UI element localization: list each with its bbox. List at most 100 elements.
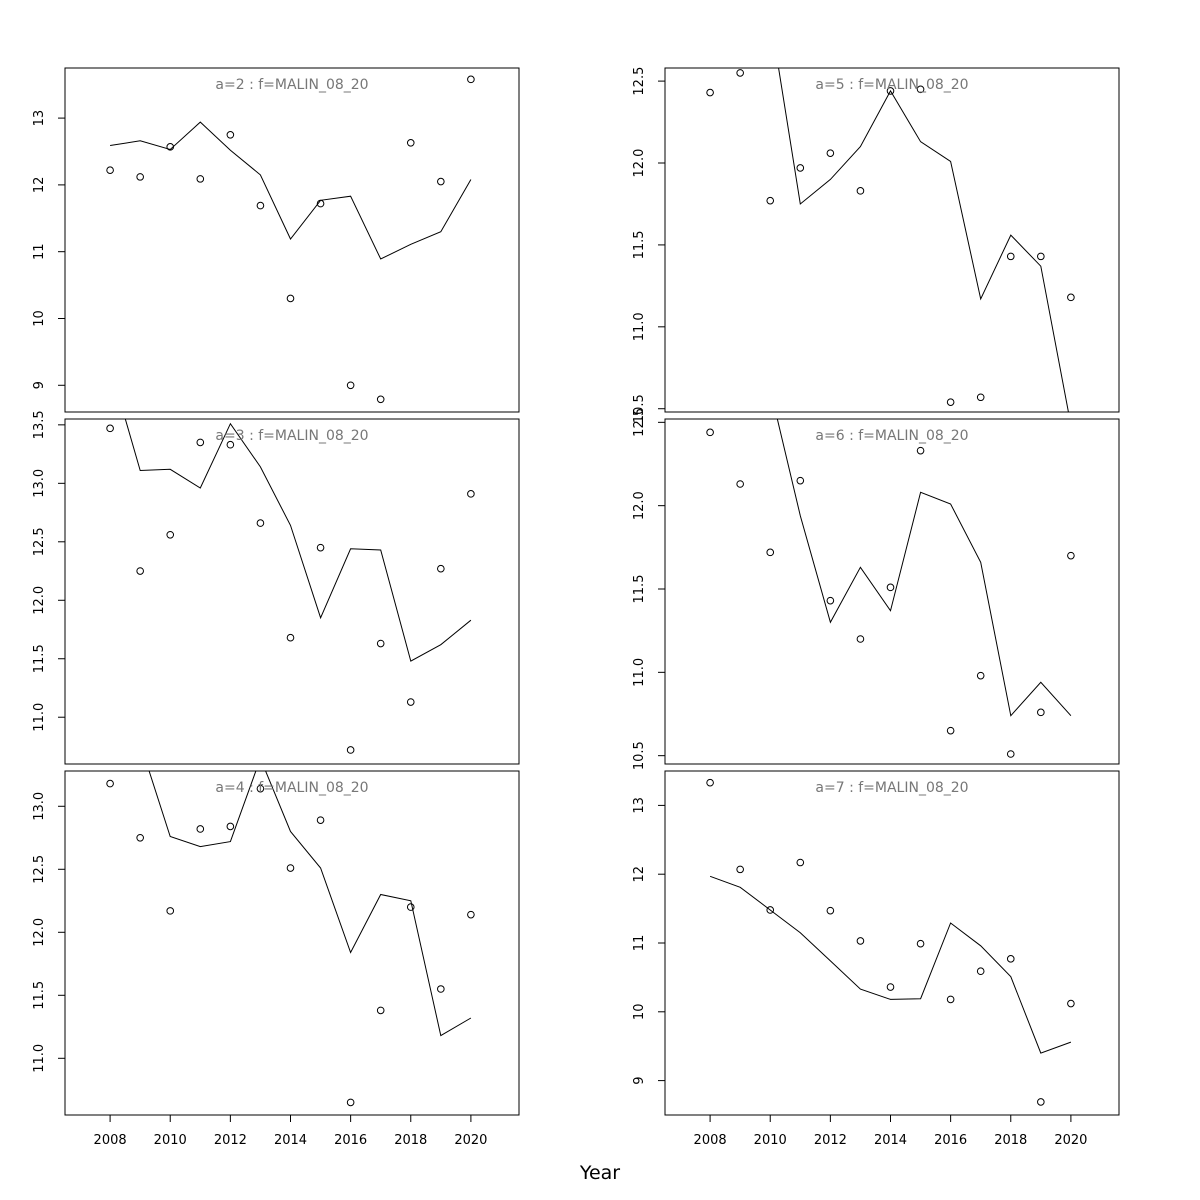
plot-frame xyxy=(64,418,520,765)
observed-point xyxy=(196,438,205,447)
panel-2: 10.5 11.0 11.5 12.0 12.5 a=5 : f=MALIN_08_20 xyxy=(632,67,1120,423)
y-tick-label: 12.5 xyxy=(632,408,647,437)
observed-point xyxy=(437,177,445,186)
observed-point xyxy=(856,635,865,643)
y-tick-label: 11.5 xyxy=(632,230,647,259)
observed-point xyxy=(766,906,775,914)
fitted-line xyxy=(776,419,1072,717)
observed-point xyxy=(1037,708,1045,717)
x-tick-label: 2012 xyxy=(214,1133,247,1148)
y-tick-label: 12.0 xyxy=(32,586,47,615)
panel-title: a=6 : f=MALIN_08_20 xyxy=(815,428,968,444)
observed-point xyxy=(136,833,144,842)
observed-point xyxy=(166,530,175,539)
y-tick-label: 11.0 xyxy=(32,1044,47,1073)
y-tick-label: 10.5 xyxy=(632,394,647,423)
panel-5: 11.0 11.5 12.0 12.5 13.0 2008 2010 2012 2014 2016… xyxy=(32,770,520,1148)
observed-point xyxy=(286,864,295,872)
panel-4: 10.5 11.0 11.5 12.0 12.5 a=6 : f=MALIN_08_20 xyxy=(632,408,1120,770)
plot-frame xyxy=(664,67,1120,413)
observed-point xyxy=(467,910,475,919)
x-tick-label: 2018 xyxy=(394,1133,427,1148)
observed-point xyxy=(886,583,895,592)
observed-point xyxy=(256,201,265,210)
observed-point xyxy=(346,1098,355,1107)
observed-point xyxy=(286,294,295,303)
y-tick-label: 12.5 xyxy=(632,67,647,96)
observed-point xyxy=(946,398,955,406)
fitted-line xyxy=(709,875,1072,1054)
x-tick-label: 2008 xyxy=(94,1133,127,1148)
observed-point xyxy=(376,639,385,648)
y-tick-label: 11.0 xyxy=(32,703,47,732)
observed-point xyxy=(796,164,805,172)
observed-point xyxy=(166,143,175,151)
panel-title: a=2 : f=MALIN_08_20 xyxy=(215,77,368,93)
panel-1: 9 10 11 12 13 a=2 : f=MALIN_08_20 xyxy=(32,67,520,413)
observed-point xyxy=(856,187,865,195)
observed-point xyxy=(346,381,355,390)
fitted-line xyxy=(124,419,472,662)
plot-frame xyxy=(664,770,1120,1116)
y-tick-label: 10 xyxy=(32,310,47,327)
panel-title: a=7 : f=MALIN_08_20 xyxy=(815,780,968,796)
y-tick-label: 13.0 xyxy=(32,469,47,498)
y-tick-label: 9 xyxy=(632,1076,647,1084)
observed-point xyxy=(106,424,114,433)
observed-point xyxy=(1067,293,1075,302)
observed-point xyxy=(1006,955,1015,963)
x-tick-label: 2014 xyxy=(874,1133,907,1148)
observed-point xyxy=(406,139,415,147)
plot-frame xyxy=(64,67,520,413)
observed-point xyxy=(226,440,235,449)
x-tick-label: 2016 xyxy=(334,1133,367,1148)
x-tick-label: 2010 xyxy=(154,1133,187,1148)
panel-6: 9 10 11 12 13 2008 2010 2012 2014 2016 2018 2020 a=7… xyxy=(632,770,1120,1148)
observed-point xyxy=(706,428,714,437)
observed-point xyxy=(826,906,835,915)
observed-point xyxy=(946,726,955,735)
observed-point xyxy=(406,698,415,706)
x-tick-label: 2010 xyxy=(754,1133,787,1148)
x-tick-label: 2018 xyxy=(994,1133,1027,1148)
observed-point xyxy=(706,778,714,787)
observed-point xyxy=(796,858,805,867)
plot-frame xyxy=(664,418,1120,765)
observed-point xyxy=(736,480,744,488)
x-tick-label: 2016 xyxy=(934,1133,967,1148)
observed-point xyxy=(736,69,744,77)
y-tick-label: 12.0 xyxy=(632,491,647,520)
observed-point xyxy=(916,85,925,94)
x-axis-label: Year xyxy=(579,1162,620,1184)
y-tick-label: 12 xyxy=(632,866,647,883)
observed-point xyxy=(886,983,895,991)
observed-point xyxy=(166,907,175,915)
observed-point xyxy=(316,543,325,552)
observed-point xyxy=(976,393,985,402)
panel-3: 11.0 11.5 12.0 12.5 13.0 13.5 a=3 : f=MALIN_08… xyxy=(32,410,520,765)
y-tick-label: 11 xyxy=(632,935,647,952)
y-tick-label: 11.5 xyxy=(32,644,47,673)
y-tick-label: 13.5 xyxy=(32,410,47,439)
x-tick-label: 2014 xyxy=(274,1133,307,1148)
observed-point xyxy=(916,939,925,948)
observed-point xyxy=(826,596,835,605)
observed-point xyxy=(766,548,775,557)
panel-title: a=4 : f=MALIN_08_20 xyxy=(215,780,368,796)
observed-point xyxy=(1067,999,1075,1008)
observed-point xyxy=(226,130,235,139)
y-tick-label: 13 xyxy=(632,797,647,814)
observed-point xyxy=(856,937,865,945)
y-tick-label: 13.0 xyxy=(32,792,47,821)
panel-title: a=3 : f=MALIN_08_20 xyxy=(215,428,368,444)
y-tick-label: 12.5 xyxy=(32,855,47,884)
observed-point xyxy=(1067,551,1075,560)
observed-point xyxy=(136,567,144,575)
observed-point xyxy=(106,779,114,788)
observed-point xyxy=(196,175,205,183)
y-tick-label: 13 xyxy=(32,110,47,127)
observed-point xyxy=(196,825,205,833)
observed-point xyxy=(1006,750,1015,758)
observed-point xyxy=(1037,252,1045,261)
